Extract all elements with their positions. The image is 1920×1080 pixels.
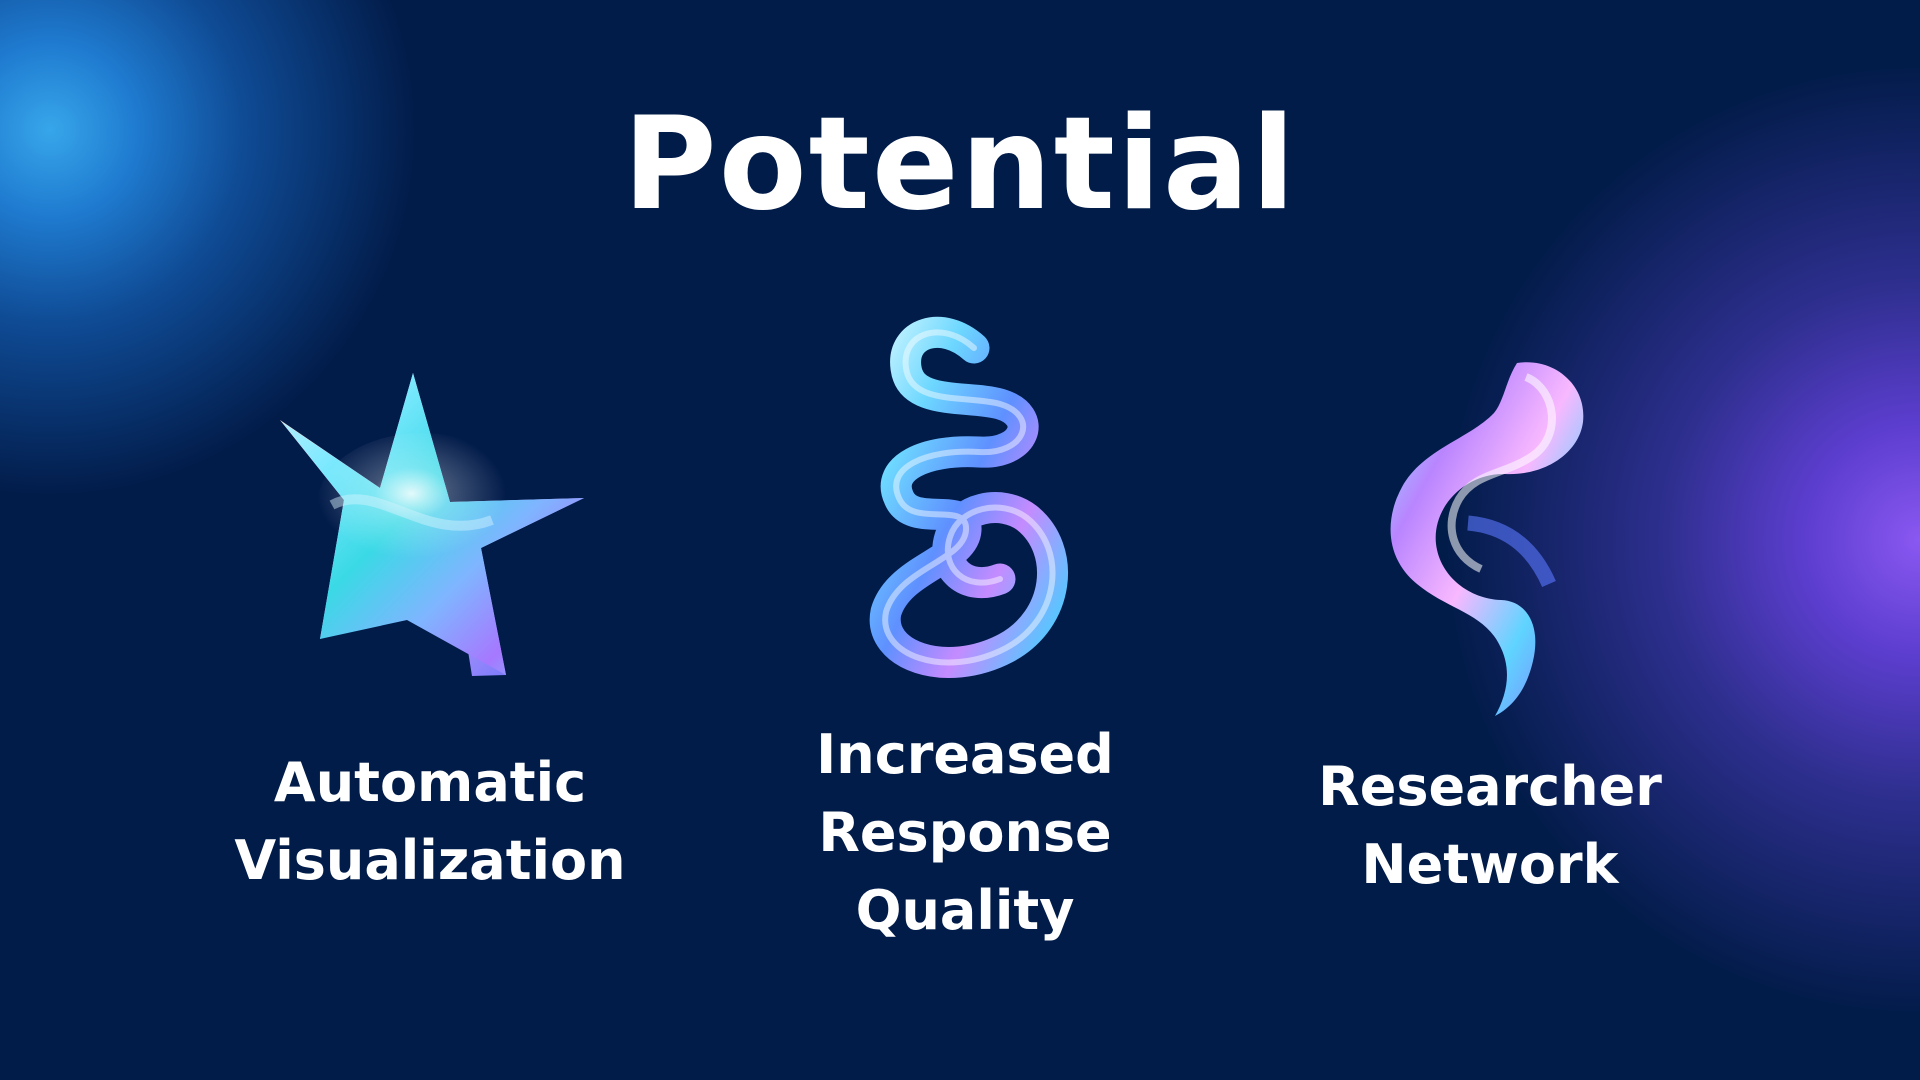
automatic-visualization-label: Automatic Visualization	[234, 751, 626, 892]
researcher-network-label: Researcher Network	[1318, 755, 1662, 896]
increased-response-quality-label: Increased Response Quality	[816, 723, 1114, 942]
holographic-ribbon-icon	[1390, 362, 1584, 716]
slide-title: Potential	[622, 90, 1298, 239]
holographic-swirl-icon	[869, 317, 1069, 678]
holographic-star-icon	[280, 373, 584, 676]
